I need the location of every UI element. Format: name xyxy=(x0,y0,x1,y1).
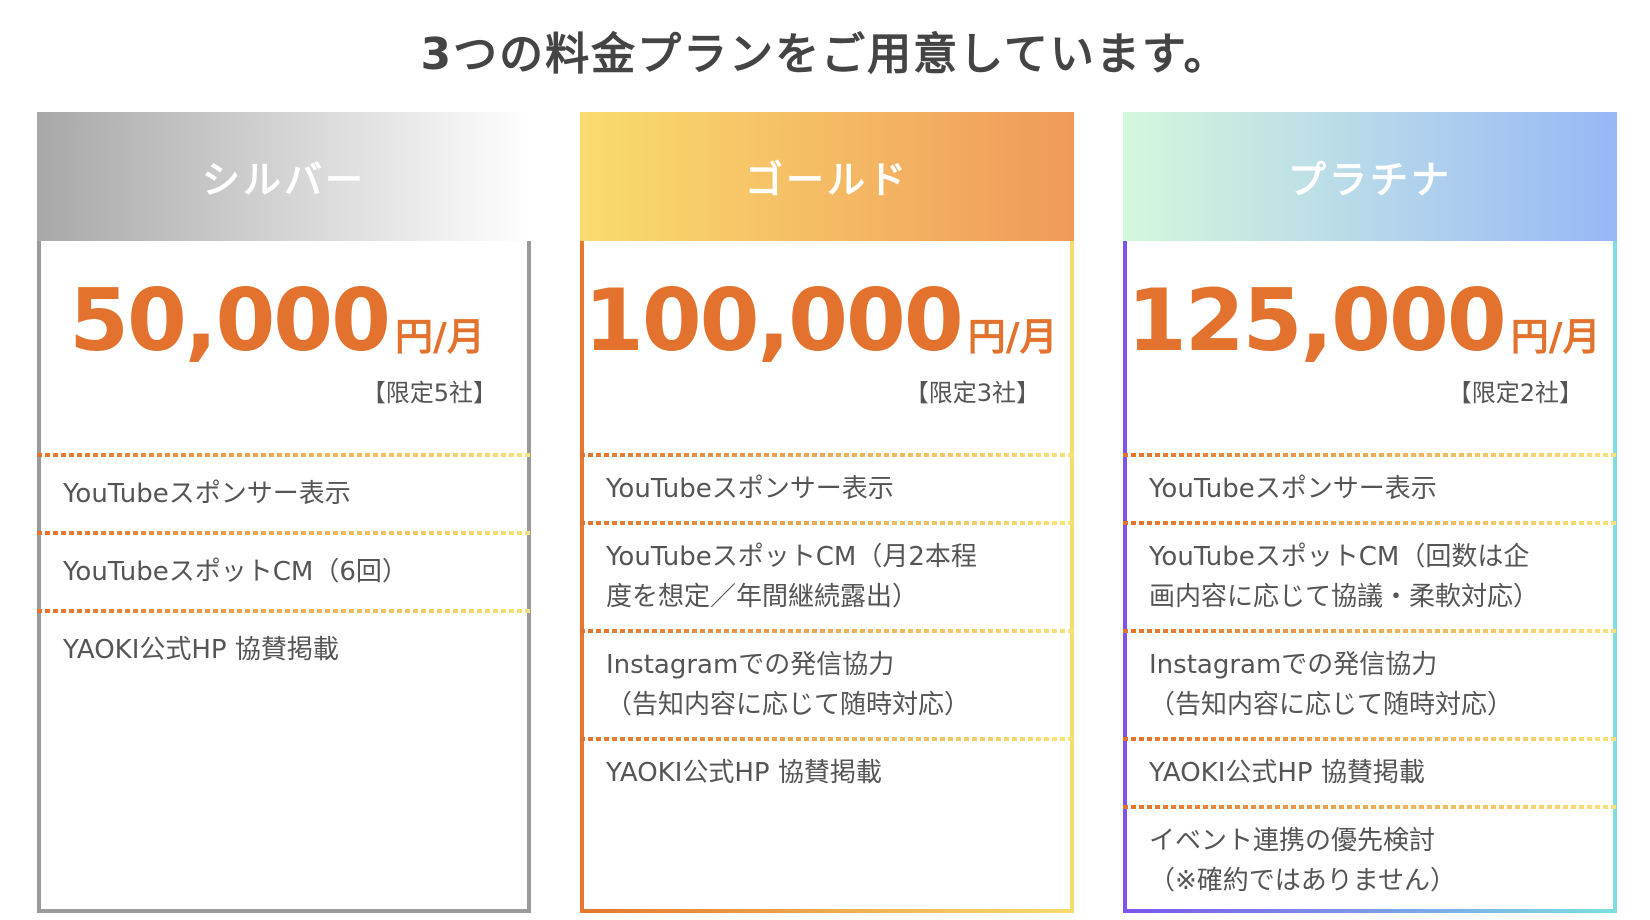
plan-card-platinum: プラチナ 125,000 円/月 【限定2社】 YouTubeスポンサー表示 Yo… xyxy=(1123,112,1617,913)
price-amount: 100,000 xyxy=(584,271,964,371)
dotted-divider xyxy=(1123,453,1617,457)
dotted-divider xyxy=(580,453,1074,457)
feature-item: YouTubeスポットCM（6回） xyxy=(63,557,408,587)
plan-header: シルバー xyxy=(37,112,531,241)
dotted-divider xyxy=(37,453,531,457)
dotted-divider xyxy=(580,629,1074,633)
feature-item: イベント連携の優先検討 （※確約ではありません） xyxy=(1149,826,1457,896)
price-block: 125,000 円/月 【限定2社】 xyxy=(1127,241,1613,453)
feature-item: YouTubeスポンサー表示 xyxy=(606,474,894,504)
plan-body: 125,000 円/月 【限定2社】 YouTubeスポンサー表示 YouTube… xyxy=(1123,241,1617,913)
plan-body: 100,000 円/月 【限定3社】 YouTubeスポンサー表示 YouTube… xyxy=(580,241,1074,913)
price-block: 50,000 円/月 【限定5社】 xyxy=(41,241,527,453)
price-unit: 円/月 xyxy=(394,315,485,359)
dotted-divider xyxy=(1123,737,1617,741)
dotted-divider xyxy=(580,737,1074,741)
limit-label: 【限定5社】 xyxy=(361,379,497,407)
feature-item: YouTubeスポンサー表示 xyxy=(63,479,351,509)
plan-header: プラチナ xyxy=(1123,112,1617,241)
feature-item: Instagramでの発信協力 （告知内容に応じて随時対応） xyxy=(1149,650,1514,720)
plan-name: ゴールド xyxy=(744,158,909,202)
feature-item: YouTubeスポンサー表示 xyxy=(1149,474,1437,504)
feature-item: YAOKI公式HP 協賛掲載 xyxy=(606,758,882,788)
price: 100,000 円/月 xyxy=(584,271,1058,371)
plan-header: ゴールド xyxy=(580,112,1074,241)
feature-item: Instagramでの発信協力 （告知内容に応じて随時対応） xyxy=(606,650,971,720)
plan-card-silver: シルバー 50,000 円/月 【限定5社】 YouTubeスポンサー表示 You… xyxy=(37,112,531,913)
price-unit: 円/月 xyxy=(1510,315,1601,359)
price: 50,000 円/月 xyxy=(41,271,513,371)
plan-name: プラチナ xyxy=(1287,158,1452,202)
dotted-divider xyxy=(580,521,1074,525)
dotted-divider xyxy=(1123,521,1617,525)
feature-item: YAOKI公式HP 協賛掲載 xyxy=(1149,758,1425,788)
feature-item: YouTubeスポットCM（月2本程 度を想定／年間継続露出） xyxy=(606,542,977,612)
plan-name: シルバー xyxy=(201,158,366,202)
plan-body: 50,000 円/月 【限定5社】 YouTubeスポンサー表示 YouTubeス… xyxy=(37,241,531,913)
dotted-divider xyxy=(1123,629,1617,633)
feature-item: YouTubeスポットCM（回数は企 画内容に応じて協議・柔軟対応） xyxy=(1149,542,1540,612)
price-amount: 125,000 xyxy=(1127,271,1507,371)
page-title: 3つの料金プランをご用意しています。 xyxy=(420,29,1230,80)
dotted-divider xyxy=(37,531,531,535)
price-unit: 円/月 xyxy=(967,315,1058,359)
plan-card-gold: ゴールド 100,000 円/月 【限定3社】 YouTubeスポンサー表示 Yo… xyxy=(580,112,1074,913)
dotted-divider xyxy=(1123,805,1617,809)
price: 125,000 円/月 xyxy=(1127,271,1601,371)
limit-label: 【限定2社】 xyxy=(1447,379,1583,407)
price-block: 100,000 円/月 【限定3社】 xyxy=(584,241,1070,453)
price-amount: 50,000 xyxy=(69,271,391,371)
feature-item: YAOKI公式HP 協賛掲載 xyxy=(63,635,339,665)
limit-label: 【限定3社】 xyxy=(904,379,1040,407)
dotted-divider xyxy=(37,609,531,613)
